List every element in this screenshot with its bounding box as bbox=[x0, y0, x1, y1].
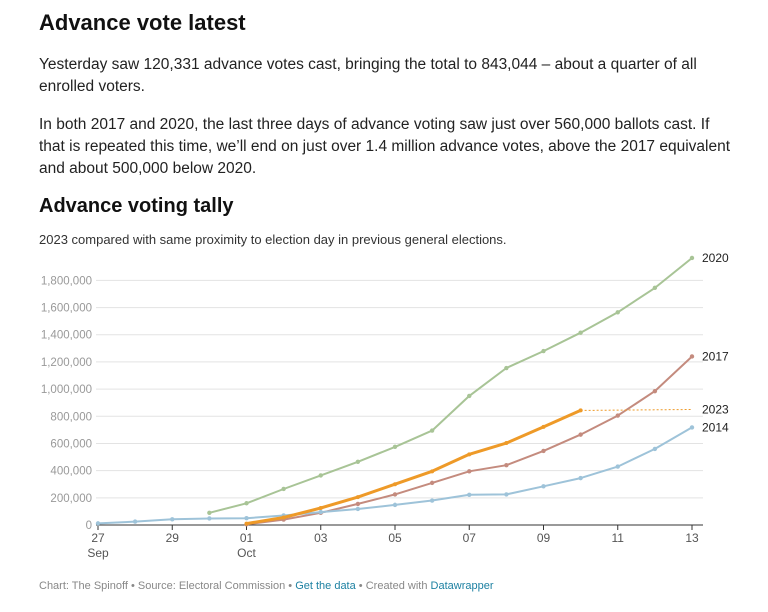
series-2020-point bbox=[467, 393, 472, 399]
series-2023-line bbox=[245, 408, 583, 526]
x-tick-label: 27 bbox=[91, 531, 105, 545]
series-2014-point bbox=[689, 425, 695, 430]
line-chart: 0 200,000 400,000 600,000 800,000 1,000,000 1,… bbox=[41, 251, 729, 560]
get-the-data-link[interactable]: Get the data bbox=[295, 580, 356, 592]
series-2017-point bbox=[689, 354, 695, 359]
series-2014-point bbox=[467, 492, 472, 498]
series-2020-point bbox=[318, 473, 323, 478]
series-2014-point bbox=[541, 484, 546, 489]
series-2017-point bbox=[355, 501, 361, 507]
series-2020-line bbox=[208, 257, 693, 514]
chart-subtitle: 2023 compared with same proximity to ele… bbox=[39, 232, 507, 247]
series-2017-point bbox=[392, 492, 398, 497]
series-2020-point bbox=[615, 310, 620, 315]
series-2017-point bbox=[467, 469, 472, 474]
series-2023-point bbox=[281, 515, 286, 520]
y-tick-label: 800,000 bbox=[50, 411, 92, 423]
series-2014-point bbox=[207, 516, 212, 521]
series-2020-point bbox=[689, 255, 695, 261]
series-2014-point bbox=[429, 498, 435, 503]
series-2017-point bbox=[504, 463, 509, 468]
series-2017-point bbox=[615, 413, 620, 418]
series-2023-point bbox=[541, 424, 546, 429]
footer-separator: • bbox=[288, 580, 293, 592]
series-2014-label: 2014 bbox=[702, 420, 729, 434]
series-2023-point bbox=[504, 441, 509, 446]
series-2014-point bbox=[95, 521, 101, 526]
series-2023-point bbox=[467, 452, 472, 457]
footer-credit: Chart: The Spinoff bbox=[39, 580, 128, 592]
x-tick-label: 03 bbox=[314, 531, 328, 545]
x-tick-label: 01 bbox=[240, 531, 254, 545]
series-2020-point bbox=[504, 365, 509, 371]
footer-separator: • bbox=[130, 580, 135, 592]
series-2023-label: 2023 bbox=[702, 402, 729, 416]
x-tick-label: 29 bbox=[166, 531, 180, 545]
series-2017-point bbox=[578, 432, 583, 437]
series-2020-point bbox=[392, 444, 398, 450]
article-heading: Advance vote latest bbox=[39, 10, 246, 35]
series-2014-point bbox=[170, 517, 175, 522]
series-2023-point bbox=[393, 482, 397, 487]
series-2017-label: 2017 bbox=[702, 349, 729, 363]
series-2017-line bbox=[245, 355, 693, 526]
series-2014-point bbox=[578, 475, 583, 481]
y-tick-label: 400,000 bbox=[50, 466, 92, 478]
series-2014-point bbox=[132, 519, 138, 524]
y-tick-label: 1,400,000 bbox=[41, 330, 92, 342]
article-paragraph-2: In both 2017 and 2020, the last three da… bbox=[39, 116, 731, 177]
x-tick-label: 07 bbox=[463, 531, 477, 545]
y-tick-label: 600,000 bbox=[50, 438, 92, 450]
datawrapper-link[interactable]: Datawrapper bbox=[430, 580, 494, 592]
series-2014-point bbox=[392, 502, 398, 508]
footer-separator: • bbox=[358, 580, 363, 592]
y-tick-label: 1,600,000 bbox=[41, 303, 92, 315]
y-tick-label: 200,000 bbox=[50, 493, 92, 505]
footer-created-with: Created with bbox=[365, 580, 428, 592]
y-tick-label: 1,200,000 bbox=[41, 357, 92, 369]
y-tick-label: 1,000,000 bbox=[41, 384, 92, 396]
chart-title: Advance voting tally bbox=[39, 195, 234, 217]
series-2023-point bbox=[244, 521, 249, 526]
x-tick-sublabel: Oct bbox=[237, 546, 256, 560]
chart-footer: Chart: The Spinoff • Source: Electoral C… bbox=[39, 580, 494, 592]
article-paragraph-1: Yesterday saw 120,331 advance votes cast… bbox=[39, 56, 697, 95]
series-2014-line bbox=[97, 426, 693, 525]
series-2017-point bbox=[429, 480, 435, 486]
series-2014-point bbox=[318, 509, 323, 515]
series-2020-point bbox=[541, 348, 546, 354]
footer-source: Source: Electoral Commission bbox=[137, 580, 286, 592]
series-2023-point bbox=[318, 506, 323, 511]
series-2020-point bbox=[652, 285, 658, 291]
series-2020-point bbox=[281, 486, 286, 492]
series-2020-point bbox=[355, 459, 361, 465]
series-2020-label: 2020 bbox=[702, 251, 729, 265]
x-tick-sublabel: Sep bbox=[87, 546, 109, 560]
series-2023-point bbox=[430, 469, 435, 474]
x-tick-label: 09 bbox=[537, 531, 551, 545]
x-tick-label: 11 bbox=[612, 531, 625, 545]
y-tick-label: 0 bbox=[86, 520, 92, 532]
x-tick-label: 05 bbox=[388, 531, 402, 545]
x-tick-label: 13 bbox=[685, 531, 699, 545]
series-2020-point bbox=[207, 510, 212, 515]
series-2023-projection bbox=[580, 408, 693, 411]
series-2020-point bbox=[429, 428, 435, 433]
series-2014-point bbox=[244, 516, 249, 521]
series-2014-point bbox=[652, 446, 658, 452]
series-2020-point bbox=[578, 330, 583, 335]
series-2014-point bbox=[504, 492, 509, 497]
series-2014-point bbox=[355, 506, 361, 512]
series-2020-point bbox=[244, 501, 249, 506]
series-2023-point bbox=[355, 495, 360, 500]
series-2023-point bbox=[578, 408, 583, 413]
series-2017-point bbox=[541, 448, 546, 454]
series-2014-point bbox=[615, 464, 620, 469]
y-tick-label: 1,800,000 bbox=[41, 275, 92, 287]
series-2017-point bbox=[652, 388, 658, 394]
